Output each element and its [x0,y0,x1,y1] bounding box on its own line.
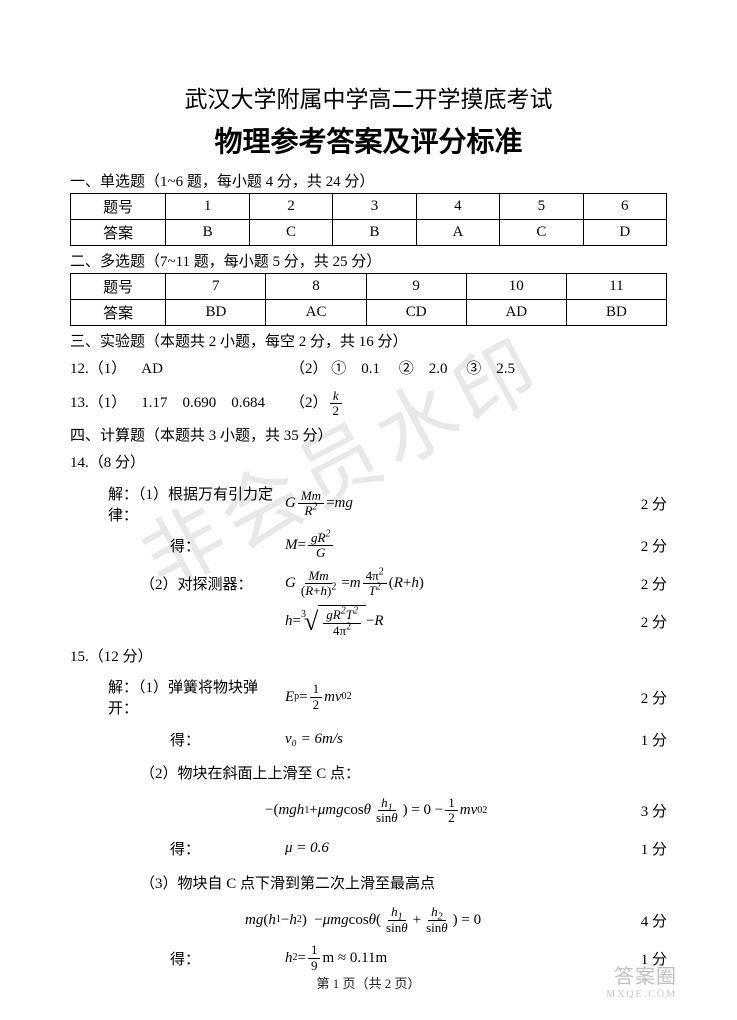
q14-2-row: （2）对探测器： G Mm(R+h)2 = m 4π2T2 (R+h) 2 分 [70,567,667,601]
footer-logo-url: MXQE.COM [606,989,677,1000]
q13-part2: （2） k 2 [290,389,344,419]
section-4-header: 四、计算题（本题共 3 小题，共 35 分） [70,424,667,445]
section-2-header: 二、多选题（7~11 题，每小题 5 分，共 25 分） [70,250,667,271]
table-cell: 9 [366,274,466,300]
q13-line: 13.（1） 1.17 0.690 0.684 （2） k 2 [70,389,667,419]
q15-2-score: 3 分 [617,800,667,821]
q14-1-label: 解：（1）根据万有引力定律： [70,483,285,525]
table-header-cell: 题号 [71,274,166,300]
q12-b-1: ① 0.1 [331,361,380,377]
table-cell: 6 [583,194,666,220]
multi-choice-table: 题号 7 8 9 10 11 答案 BD AC CD AD BD [70,273,667,326]
table-cell: C [500,220,583,246]
table-header-cell: 答案 [71,220,166,246]
q15-3-formula: mg( h1−h2) −μmg cosθ( h1sinθ + h2sinθ) =… [245,905,617,935]
table-cell: 11 [566,274,666,300]
q13-fraction: k 2 [330,389,343,419]
q15-3-score: 4 分 [617,910,667,931]
q12-b-2: ② 2.0 [399,361,448,377]
q15-2b-label: 得： [70,838,285,859]
table-cell: 1 [166,194,249,220]
q14-1-score: 2 分 [617,493,667,514]
q15-3b-score: 1 分 [617,948,667,969]
school-title: 武汉大学附属中学高二开学摸底考试 [70,80,667,114]
q15-header: 15.（12 分） [70,645,667,671]
table-cell: B [166,220,249,246]
q14-2-formula: G Mm(R+h)2 = m 4π2T2 (R+h) [285,569,617,599]
q14-1b-formula: M = gR2G [285,531,617,561]
frac-num: k [330,389,342,404]
q14-2b-score: 2 分 [617,611,667,632]
table-cell: C [249,220,332,246]
table-cell: 10 [466,274,566,300]
q15-1b-formula: v₀ = 6m/s [285,731,617,748]
table-cell: 7 [166,274,266,300]
q14-2-label: （2）对探测器： [70,573,285,594]
q15-2b-row: 得： μ = 0.6 1 分 [70,832,667,866]
q14-2b-formula: h = 3√ gR2T24π2 − R [285,605,617,638]
table-cell: B [333,220,416,246]
table-cell: CD [366,300,466,326]
table-cell: 4 [416,194,499,220]
q14-1b-row: 得： M = gR2G 2 分 [70,529,667,563]
q14-1-row: 解：（1）根据万有引力定律： G MmR2 = mg 2 分 [70,483,667,525]
q15-1-label: 解：（1）弹簧将物块弹开： [70,676,285,718]
table-header-cell: 答案 [71,300,166,326]
section-3-header: 三、实验题（本题共 2 小题，每空 2 分，共 16 分） [70,330,667,351]
q14-2b-row: h = 3√ gR2T24π2 − R 2 分 [70,605,667,639]
q12-line: 12.（1） AD （2） ① 0.1 ② 2.0 ③ 2.5 [70,357,667,383]
table-cell: A [416,220,499,246]
table-header-cell: 题号 [71,194,166,220]
q15-2-formula: −(mgh1 + μmg cosθ h1sinθ) = 0 − 12mv02 [265,796,617,826]
frac-den: 2 [330,404,343,418]
page-content: 武汉大学附属中学高二开学摸底考试 物理参考答案及评分标准 一、单选题（1~6 题… [70,80,667,975]
q15-2-label: （2）物块在斜面上上滑至 C 点： [70,762,667,788]
table-cell: BD [566,300,666,326]
table-cell: 8 [266,274,366,300]
table-cell: D [583,220,666,246]
table-cell: AD [466,300,566,326]
q15-2-row: −(mgh1 + μmg cosθ h1sinθ) = 0 − 12mv02 3… [70,794,667,828]
q15-3b-row: 得： h2 = 19m ≈ 0.11m 1 分 [70,941,667,975]
q15-3-label: （3）物块自 C 点下滑到第二次上滑至最高点 [70,872,667,898]
q15-3-row: mg( h1−h2) −μmg cosθ( h1sinθ + h2sinθ) =… [70,903,667,937]
q15-1b-row: 得： v₀ = 6m/s 1 分 [70,722,667,756]
q12-part2: （2） ① 0.1 ② 2.0 ③ 2.5 [290,357,515,383]
section-1-header: 一、单选题（1~6 题，每小题 4 分，共 24 分） [70,170,667,191]
table-cell: 2 [249,194,332,220]
table-cell: AC [266,300,366,326]
q15-2b-score: 1 分 [617,838,667,859]
table-cell: 5 [500,194,583,220]
doc-title: 物理参考答案及评分标准 [70,120,667,160]
q14-1b-label: 得： [70,535,285,556]
q12-b-prefix: （2） [290,361,328,377]
table-cell: 3 [333,194,416,220]
q14-2-score: 2 分 [617,573,667,594]
q12-part1: 12.（1） AD [70,357,290,383]
q15-3b-label: 得： [70,948,285,969]
q15-1b-score: 1 分 [617,729,667,750]
q14-header: 14.（8 分） [70,451,667,477]
q14-1-formula: G MmR2 = mg [285,489,617,519]
q12-b-3: ③ 2.5 [466,361,515,377]
q15-2b-formula: μ = 0.6 [285,840,617,857]
single-choice-table: 题号 1 2 3 4 5 6 答案 B C B A C D [70,193,667,246]
q15-1-formula: Ep = 12mv02 [285,682,617,712]
q13-b-prefix: （2） [290,391,328,417]
q15-1b-label: 得： [70,729,285,750]
q15-3b-formula: h2 = 19m ≈ 0.11m [285,943,617,973]
q13-part1: 13.（1） 1.17 0.690 0.684 [70,391,290,417]
q15-1-row: 解：（1）弹簧将物块弹开： Ep = 12mv02 2 分 [70,676,667,718]
table-cell: BD [166,300,266,326]
q15-1-score: 2 分 [617,687,667,708]
q14-1b-score: 2 分 [617,535,667,556]
